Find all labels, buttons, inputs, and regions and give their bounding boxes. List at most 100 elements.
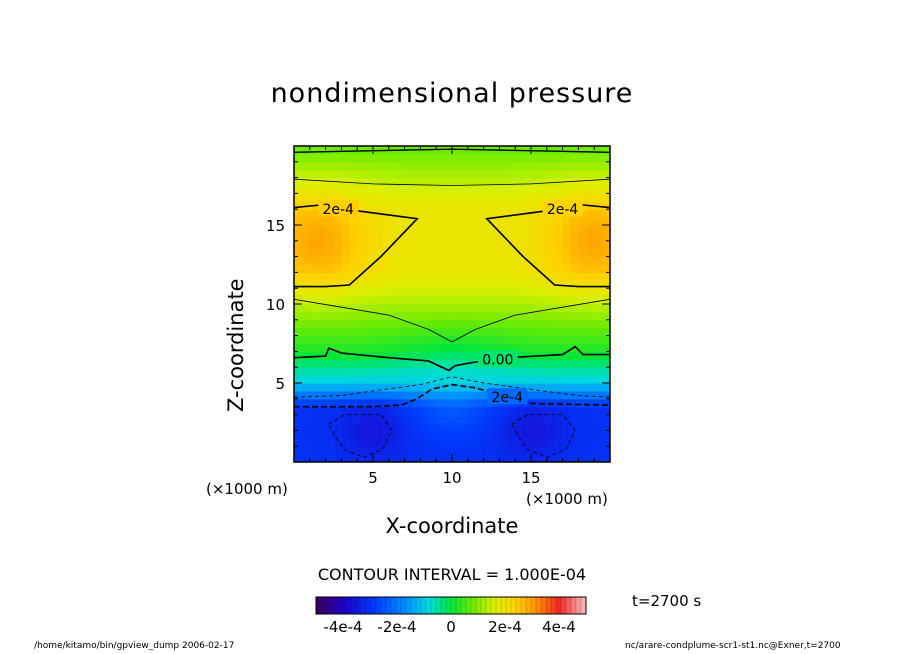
heatmap-cell	[499, 153, 508, 163]
heatmap-cell	[444, 343, 453, 352]
heatmap-cell	[586, 146, 595, 155]
heatmap-cell	[349, 280, 358, 289]
heatmap-cell	[570, 153, 579, 163]
heatmap-cell	[388, 177, 398, 187]
heatmap-cell	[562, 296, 572, 305]
heatmap-cell	[546, 422, 556, 431]
heatmap-cell	[380, 193, 390, 202]
heatmap-cell	[594, 209, 603, 218]
heatmap-cell	[538, 359, 548, 368]
heatmap-cell	[602, 232, 610, 242]
heatmap-cell	[515, 319, 524, 329]
heatmap-cell	[467, 232, 477, 242]
heatmap-cell	[420, 351, 429, 360]
heatmap-cell	[309, 240, 319, 250]
heatmap-cell	[404, 406, 414, 416]
heatmap-cell	[467, 446, 477, 455]
heatmap-cell	[554, 240, 564, 250]
heatmap-cell	[404, 209, 414, 218]
x-tick-label: 5	[368, 469, 378, 487]
heatmap-cell	[396, 264, 406, 273]
heatmap-cell	[388, 193, 398, 202]
heatmap-cell	[452, 248, 461, 258]
heatmap-cell	[309, 343, 319, 352]
heatmap-cell	[554, 288, 564, 297]
heatmap-cell	[467, 209, 477, 218]
heatmap-cell	[294, 327, 303, 337]
heatmap-cell	[349, 288, 358, 297]
heatmap-cell	[428, 422, 437, 431]
heatmap-cell	[507, 248, 516, 258]
heatmap-cell	[420, 375, 429, 384]
heatmap-cell	[602, 153, 610, 163]
heatmap-cell	[436, 240, 445, 250]
heatmap-cell	[578, 414, 587, 424]
heatmap-cell	[301, 398, 311, 408]
heatmap-cell	[531, 438, 540, 447]
heatmap-cell	[570, 232, 579, 242]
heatmap-cell	[538, 327, 548, 337]
heatmap-cell	[349, 304, 358, 313]
heatmap-cell	[570, 264, 579, 273]
heatmap-cell	[475, 327, 485, 337]
heatmap-cell	[388, 288, 398, 297]
heatmap-cell	[546, 169, 556, 179]
heatmap-cell	[428, 161, 437, 171]
heatmap-cell	[531, 327, 540, 337]
heatmap-cell	[562, 185, 572, 194]
heatmap-cell	[452, 169, 461, 179]
colorbar-segment	[511, 597, 517, 614]
heatmap-cell	[459, 296, 469, 305]
heatmap-cell	[396, 367, 406, 376]
heatmap-cell	[578, 383, 587, 392]
heatmap-cell	[562, 169, 572, 179]
heatmap-cell	[467, 296, 477, 305]
heatmap-cell	[546, 193, 556, 202]
heatmap-cell	[523, 446, 532, 455]
heatmap-cell	[523, 438, 532, 447]
heatmap-cell	[602, 201, 610, 210]
heatmap-cell	[436, 335, 445, 345]
heatmap-cell	[365, 256, 374, 266]
heatmap-cell	[467, 398, 477, 408]
heatmap-cell	[554, 390, 564, 400]
heatmap-cell	[333, 304, 342, 313]
colorbar-segment	[396, 597, 402, 614]
heatmap-cell	[467, 351, 477, 360]
heatmap-cell	[499, 414, 508, 424]
heatmap-cell	[515, 185, 524, 194]
heatmap-cell	[388, 438, 398, 447]
heatmap-cell	[428, 335, 437, 345]
heatmap-cell	[388, 272, 398, 281]
heatmap-cell	[554, 422, 564, 431]
heatmap-cell	[452, 422, 461, 431]
heatmap-cell	[301, 359, 311, 368]
heatmap-cell	[602, 248, 610, 258]
heatmap-cell	[444, 296, 453, 305]
heatmap-cell	[420, 232, 429, 242]
heatmap-cell	[436, 217, 445, 226]
heatmap-cell	[515, 383, 524, 392]
heatmap-cell	[554, 256, 564, 266]
heatmap-cell	[546, 414, 556, 424]
heatmap-cell	[357, 288, 366, 297]
heatmap-cell	[357, 304, 366, 313]
heatmap-cell	[570, 256, 579, 266]
heatmap-cell	[586, 232, 595, 242]
heatmap-cell	[570, 430, 579, 439]
heatmap-cell	[428, 177, 437, 187]
heatmap-cell	[333, 359, 342, 368]
heatmap-cell	[554, 430, 564, 439]
heatmap-cell	[483, 248, 493, 258]
heatmap-cell	[444, 422, 453, 431]
heatmap-cell	[578, 169, 587, 179]
heatmap-cell	[578, 161, 587, 171]
heatmap-cell	[420, 177, 429, 187]
heatmap-cell	[404, 454, 414, 462]
heatmap-cell	[467, 414, 477, 424]
heatmap-cell	[309, 414, 319, 424]
heatmap-cell	[602, 225, 610, 234]
heatmap-cell	[546, 383, 556, 392]
heatmap-cell	[602, 383, 610, 392]
heatmap-cell	[546, 406, 556, 416]
